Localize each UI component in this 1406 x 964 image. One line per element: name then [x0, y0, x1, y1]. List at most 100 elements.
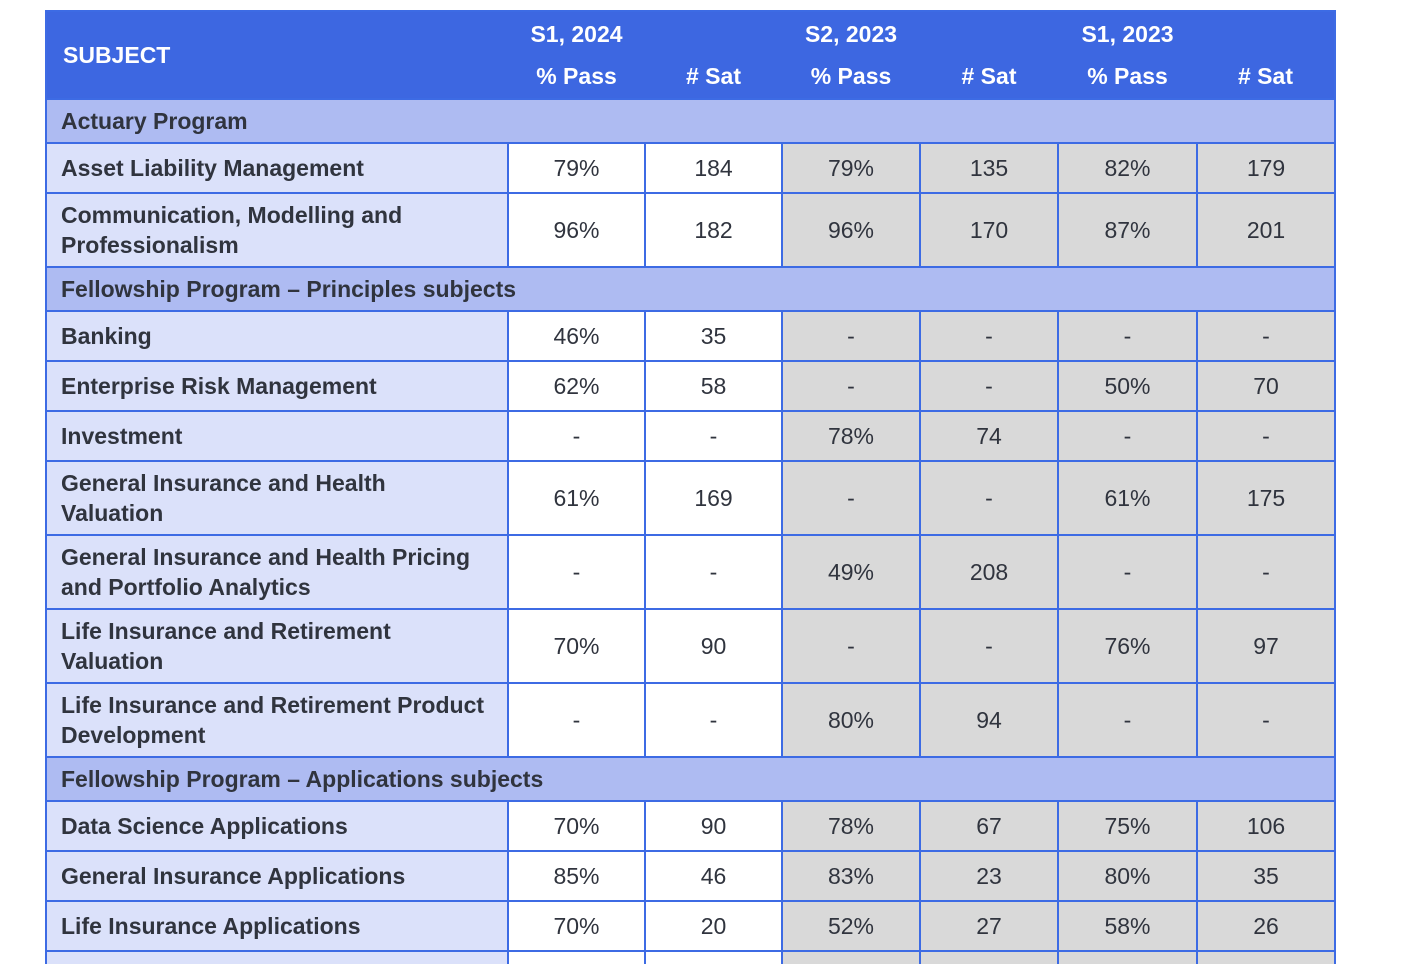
value-cell: 169	[644, 460, 783, 536]
subject-cell: Life Insurance and Retirement Valuation	[45, 608, 509, 684]
table-row: Enterprise Risk Management 62% 58 - - 50…	[45, 360, 1336, 412]
value-cell: 50%	[1057, 360, 1198, 412]
value-cell: 62%	[507, 360, 646, 412]
table-row: Life Insurance and Retirement Valuation …	[45, 608, 1336, 684]
value-cell: -	[1196, 310, 1336, 362]
value-cell: 35	[1196, 850, 1336, 902]
table-body: Actuary Program Asset Liability Manageme…	[45, 98, 1336, 964]
value-cell: 20	[644, 900, 783, 952]
value-cell: -	[781, 360, 921, 412]
table-row: Data Science Applications 70% 90 78% 67 …	[45, 800, 1336, 852]
value-cell: 96%	[781, 192, 921, 268]
table-row: Banking 46% 35 - - - -	[45, 310, 1336, 362]
header-spacer	[1197, 13, 1334, 55]
value-cell: 76%	[1057, 608, 1198, 684]
section-title: Fellowship Program – Applications subjec…	[45, 756, 1336, 802]
value-cell: 74	[919, 410, 1059, 462]
exam-results-table: SUBJECT S1, 2024 % Pass # Sat	[45, 10, 1336, 964]
header-sat-label: # Sat	[686, 63, 741, 89]
value-cell: 58	[644, 360, 783, 412]
value-cell: -	[781, 310, 921, 362]
value-cell: 67	[919, 800, 1059, 852]
value-cell: -	[644, 410, 783, 462]
value-cell: 70%	[507, 800, 646, 852]
subject-cell: General Insurance Applications	[45, 850, 509, 902]
value-cell: -	[781, 608, 921, 684]
value-cell: -	[507, 534, 646, 610]
value-cell: 78%	[781, 800, 921, 852]
header-subject: SUBJECT	[46, 11, 508, 99]
value-cell: 201	[1196, 192, 1336, 268]
header-spacer	[920, 13, 1058, 55]
subject-cell: Superannuation and Retirement Applicatio…	[45, 950, 509, 964]
value-cell: 85%	[507, 850, 646, 902]
value-cell: -	[919, 310, 1059, 362]
table-row: General Insurance and Health Valuation 6…	[45, 460, 1336, 536]
table-row: Investment - - 78% 74 - -	[45, 410, 1336, 462]
subject-cell: Life Insurance and Retirement Product De…	[45, 682, 509, 758]
table-row: Life Insurance Applications 70% 20 52% 2…	[45, 900, 1336, 952]
value-cell: 70	[1196, 360, 1336, 412]
value-cell: 78%	[781, 410, 921, 462]
value-cell: 60%	[507, 950, 646, 964]
header-spacer	[645, 13, 782, 55]
value-cell: 52%	[781, 900, 921, 952]
value-cell: -	[919, 460, 1059, 536]
header-pass-label: % Pass	[536, 63, 617, 89]
table-row: Life Insurance and Retirement Product De…	[45, 682, 1336, 758]
section-header-row: Actuary Program	[45, 98, 1336, 144]
header-s2-2023-pass: S2, 2023 % Pass	[782, 11, 920, 99]
value-cell: 46%	[507, 310, 646, 362]
value-cell: 26	[1196, 900, 1336, 952]
value-cell: 87%	[1057, 192, 1198, 268]
subject-cell: Investment	[45, 410, 509, 462]
value-cell: -	[1057, 534, 1198, 610]
value-cell: 80%	[1057, 850, 1198, 902]
value-cell: 70%	[507, 608, 646, 684]
header-sat-label: # Sat	[961, 63, 1017, 89]
header-semester-s2-2023: S2, 2023	[804, 21, 898, 47]
table-row: General Insurance Applications 85% 46 83…	[45, 850, 1336, 902]
value-cell: -	[919, 360, 1059, 412]
value-cell: 96%	[507, 192, 646, 268]
table-row: General Insurance and Health Pricing and…	[45, 534, 1336, 610]
header-s2-2023-sat: # Sat	[920, 11, 1058, 99]
value-cell: 79%	[781, 142, 921, 194]
header-semester-s1-2024: S1, 2024	[530, 21, 623, 47]
value-cell: 15	[1196, 950, 1336, 964]
value-cell: 35	[644, 310, 783, 362]
subject-cell: Banking	[45, 310, 509, 362]
header-sat-label: # Sat	[1238, 63, 1293, 89]
value-cell: -	[644, 534, 783, 610]
value-cell: 106	[1196, 800, 1336, 852]
subject-cell: Communication, Modelling and Professiona…	[45, 192, 509, 268]
value-cell: 184	[644, 142, 783, 194]
value-cell: -	[919, 950, 1059, 964]
subject-cell: Life Insurance Applications	[45, 900, 509, 952]
header-s1-2023-pass: S1, 2023 % Pass	[1058, 11, 1197, 99]
subject-cell: Data Science Applications	[45, 800, 509, 852]
header-row: SUBJECT S1, 2024 % Pass # Sat	[46, 11, 1335, 99]
value-cell: 175	[1196, 460, 1336, 536]
subject-cell: Enterprise Risk Management	[45, 360, 509, 412]
value-cell: -	[1057, 682, 1198, 758]
value-cell: 94	[919, 682, 1059, 758]
exam-results-table-wrap: SUBJECT S1, 2024 % Pass # Sat	[45, 10, 1336, 964]
header-pass-label: % Pass	[810, 63, 892, 89]
value-cell: 83%	[781, 850, 921, 902]
value-cell: 82%	[1057, 142, 1198, 194]
value-cell: 27	[919, 900, 1059, 952]
section-header-row: Fellowship Program – Applications subjec…	[45, 756, 1336, 802]
section-header-row: Fellowship Program – Principles subjects	[45, 266, 1336, 312]
value-cell: 208	[919, 534, 1059, 610]
value-cell: -	[1196, 410, 1336, 462]
value-cell: 23	[919, 850, 1059, 902]
value-cell: -	[507, 410, 646, 462]
value-cell: 70%	[507, 900, 646, 952]
table-row: Superannuation and Retirement Applicatio…	[45, 950, 1336, 964]
header-pass-label: % Pass	[1087, 63, 1168, 89]
value-cell: 182	[644, 192, 783, 268]
value-cell: -	[1057, 410, 1198, 462]
value-cell: 135	[919, 142, 1059, 194]
header-s1-2024-pass: S1, 2024 % Pass	[508, 11, 645, 99]
